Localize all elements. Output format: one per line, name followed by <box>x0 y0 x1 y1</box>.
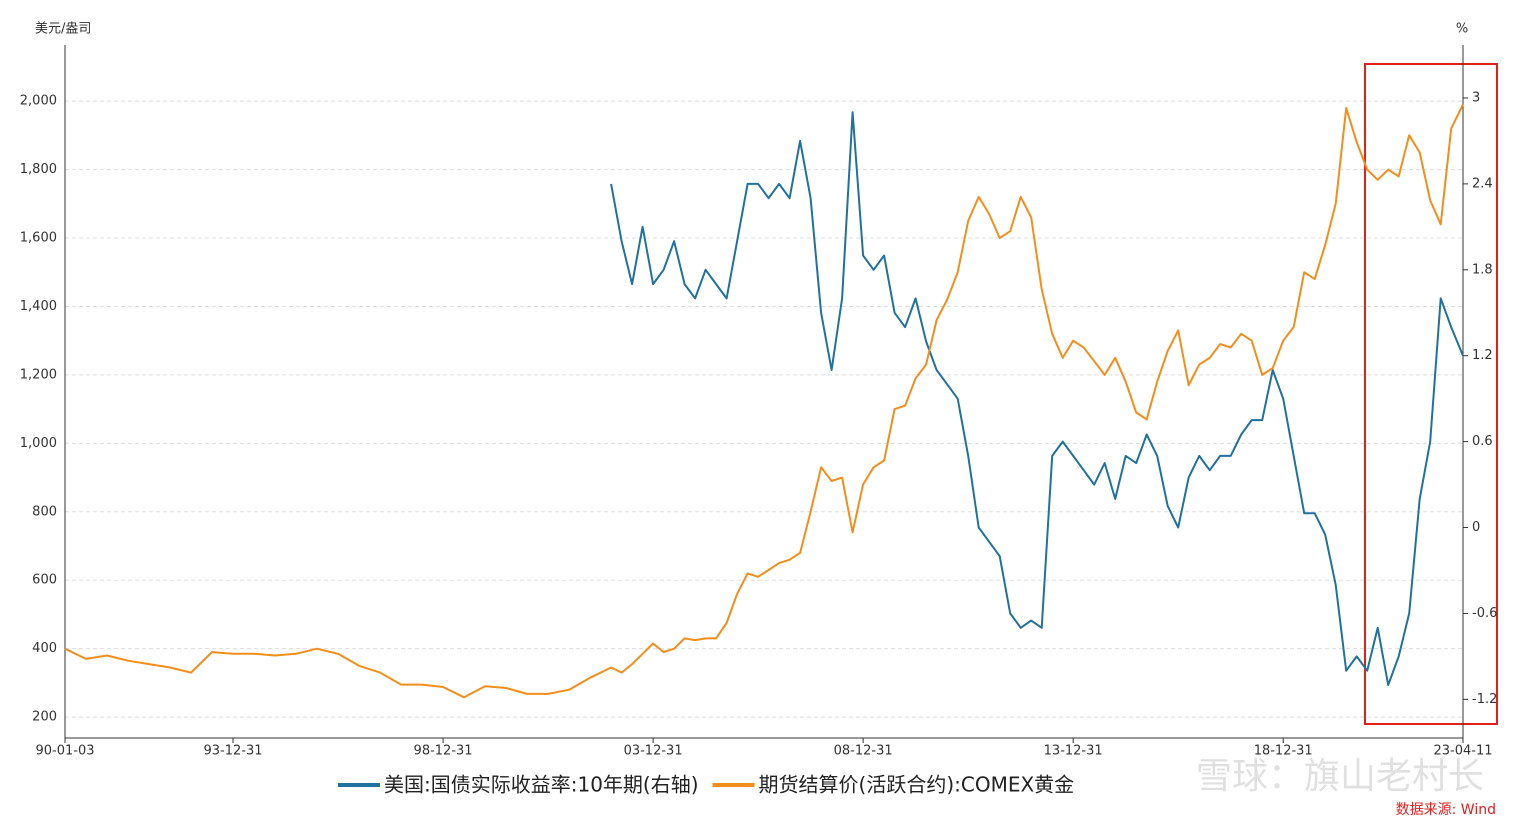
y2-axis-label: % <box>1456 22 1468 37</box>
y-axis-label: 美元/盎司 <box>35 22 91 37</box>
watermark: 雪球：旗山老村长 <box>1196 756 1484 797</box>
y-tick-label: 1,200 <box>20 367 57 382</box>
y2-tick-label: 3 <box>1472 90 1480 105</box>
series-line <box>610 111 1464 686</box>
legend-label: 美国:国债实际收益率:10年期(右轴) <box>384 773 699 797</box>
legend: 美国:国债实际收益率:10年期(右轴) 期货结算价(活跃合约):COMEX黄金 <box>338 773 1074 797</box>
y-tick-label: 1,800 <box>20 162 57 177</box>
x-tick-label: 98-12-31 <box>414 744 473 759</box>
y2-tick-label: -1.2 <box>1472 692 1497 707</box>
x-tick-label: 18-12-31 <box>1254 744 1313 759</box>
legend-label: 期货结算价(活跃合约):COMEX黄金 <box>759 773 1075 797</box>
y2-tick-label: 1.8 <box>1472 262 1493 277</box>
y-tick-label: 200 <box>32 710 57 725</box>
x-tick-label: 08-12-31 <box>834 744 893 759</box>
y-tick-label: 2,000 <box>20 94 57 109</box>
x-tick-label: 23-04-11 <box>1433 744 1492 759</box>
x-tick-label: 13-12-31 <box>1044 744 1103 759</box>
y2-tick-label: 0 <box>1472 520 1480 535</box>
y2-tick-label: 1.2 <box>1472 348 1493 363</box>
series-line <box>64 104 1464 699</box>
y-tick-label: 1,000 <box>20 436 57 451</box>
y-tick-label: 800 <box>32 504 57 519</box>
y-tick-label: 400 <box>32 641 57 656</box>
y2-tick-label: 2.4 <box>1472 176 1493 191</box>
y-tick-label: 1,400 <box>20 299 57 314</box>
x-tick-label: 90-01-03 <box>35 744 94 759</box>
source: 数据来源: Wind <box>1396 802 1496 818</box>
x-tick-label: 03-12-31 <box>624 744 683 759</box>
y2-tick-label: -0.6 <box>1472 606 1497 621</box>
x-tick-label: 93-12-31 <box>204 744 263 759</box>
y2-tick-label: 0.6 <box>1472 434 1493 449</box>
y-tick-label: 1,600 <box>20 231 57 246</box>
highlight-box <box>1364 63 1498 725</box>
y-tick-label: 600 <box>32 573 57 588</box>
